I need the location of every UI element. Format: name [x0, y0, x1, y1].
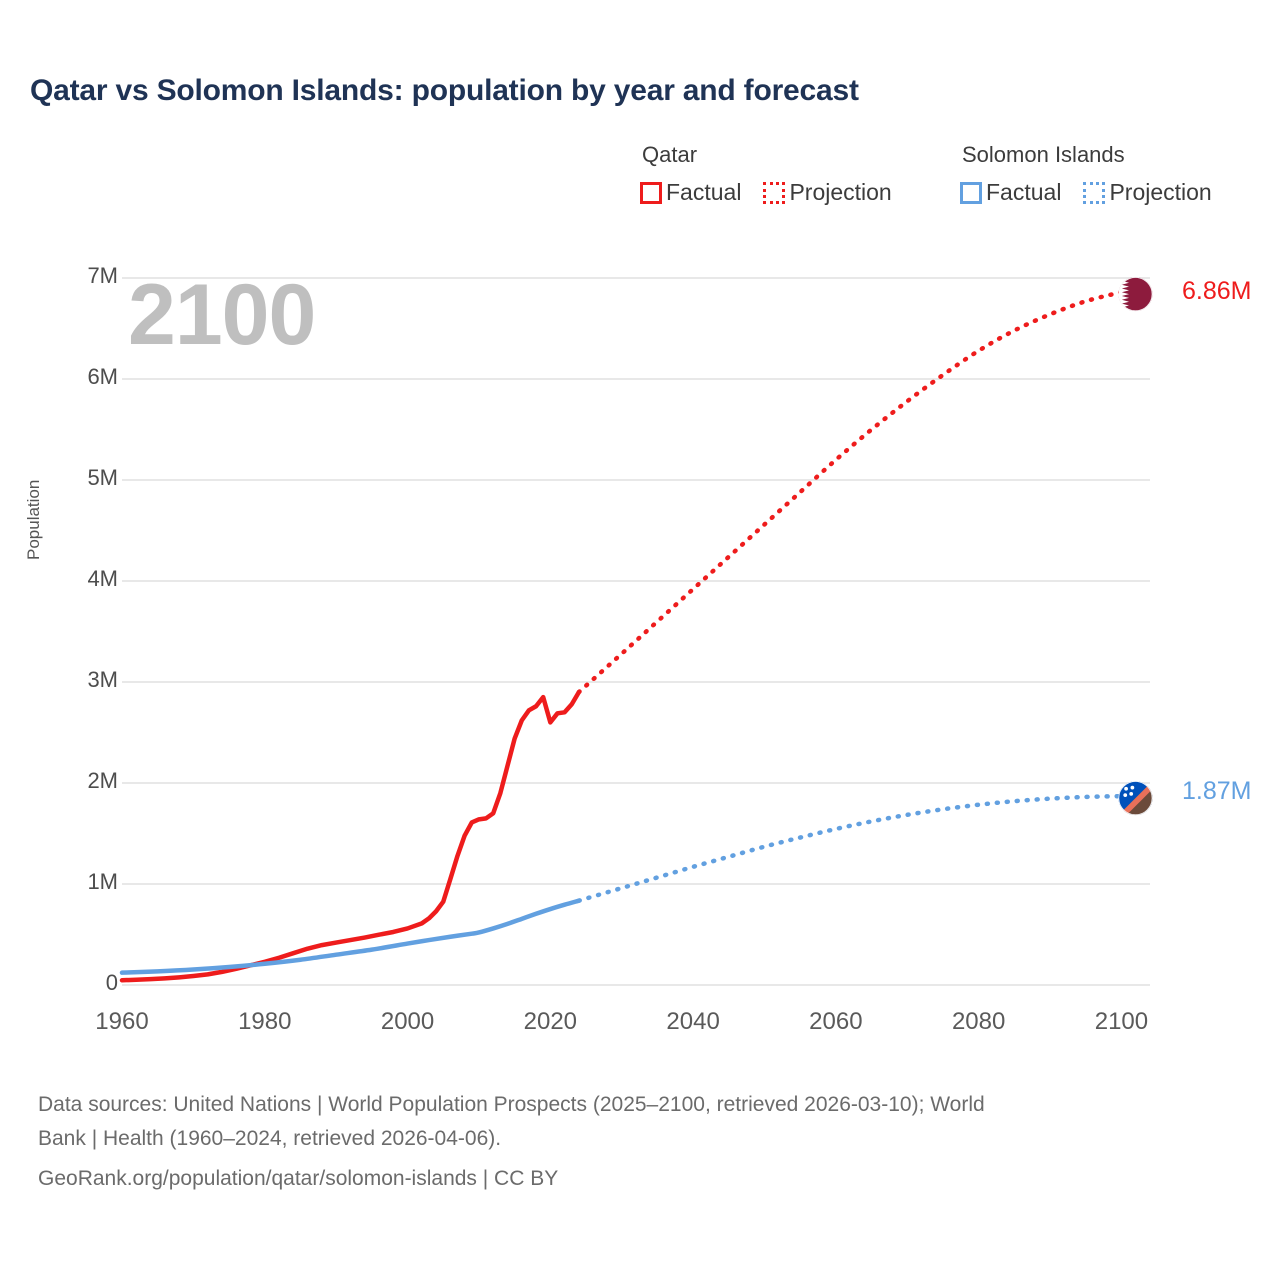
solomon-islands-flag-marker [1118, 781, 1153, 816]
legend-group-title-solomon-islands: Solomon Islands [962, 142, 1125, 167]
y-tick-label: 7M [87, 263, 118, 288]
footer-sources: Data sources: United Nations | World Pop… [38, 1088, 1238, 1196]
y-tick-label: 0 [105, 970, 118, 995]
legend-swatch-solid-icon [960, 181, 982, 204]
y-tick-label: 5M [87, 465, 118, 490]
legend-group-qatar: Qatar Factual Projection [640, 142, 892, 206]
chart-legend: Qatar Factual Projection Solomon Islands… [640, 142, 1260, 224]
x-tick-label: 2060 [809, 1008, 863, 1035]
end-markers [1118, 277, 1153, 816]
y-tick-label: 3M [87, 667, 118, 692]
gridlines [122, 277, 1150, 986]
y-tick-label: 4M [87, 566, 118, 591]
end-label-solomon-islands: 1.87M [1182, 777, 1252, 805]
legend-swatch-solid-icon [640, 181, 662, 204]
legend-item-qatar-factual[interactable]: Factual [640, 179, 741, 206]
legend-group-title-qatar: Qatar [642, 142, 698, 167]
x-tick-label: 2020 [523, 1008, 578, 1035]
legend-swatch-dotted-icon [763, 181, 786, 204]
legend-label-qatar-factual: Factual [666, 179, 742, 205]
legend-item-qatar-projection[interactable]: Projection [763, 179, 892, 206]
x-tick-label: 2080 [951, 1008, 1006, 1035]
legend-item-solomon-factual[interactable]: Factual [960, 179, 1061, 206]
page-title: Qatar vs Solomon Islands: population by … [30, 74, 859, 107]
y-tick-label: 6M [87, 364, 118, 389]
legend-group-solomon-islands: Solomon Islands Factual Projection [960, 142, 1212, 206]
legend-swatch-dotted-icon [1083, 181, 1106, 204]
year-watermark: 2100 [128, 267, 316, 363]
footer-line-3[interactable]: GeoRank.org/population/qatar/solomon-isl… [38, 1167, 559, 1190]
x-tick-label: 2100 [1094, 1008, 1149, 1035]
x-tick-label: 2040 [666, 1008, 720, 1035]
qatar-flag-marker [1118, 277, 1153, 312]
series-lines [119, 289, 1124, 983]
legend-label-qatar-projection: Projection [789, 179, 892, 205]
end-label-qatar: 6.86M [1182, 277, 1252, 305]
footer-line-1: Data sources: United Nations | World Pop… [38, 1093, 985, 1116]
x-tick-label: 1980 [238, 1008, 292, 1035]
footer-line-2: Bank | Health (1960–2024, retrieved 2026… [38, 1127, 502, 1150]
y-tick-label: 1M [87, 869, 118, 894]
legend-label-solomon-projection: Projection [1109, 179, 1212, 205]
y-tick-label: 2M [87, 768, 118, 793]
x-tick-label: 1960 [95, 1008, 149, 1035]
x-tick-label: 2000 [380, 1008, 435, 1035]
legend-item-solomon-projection[interactable]: Projection [1083, 179, 1212, 206]
legend-label-solomon-factual: Factual [986, 179, 1062, 205]
